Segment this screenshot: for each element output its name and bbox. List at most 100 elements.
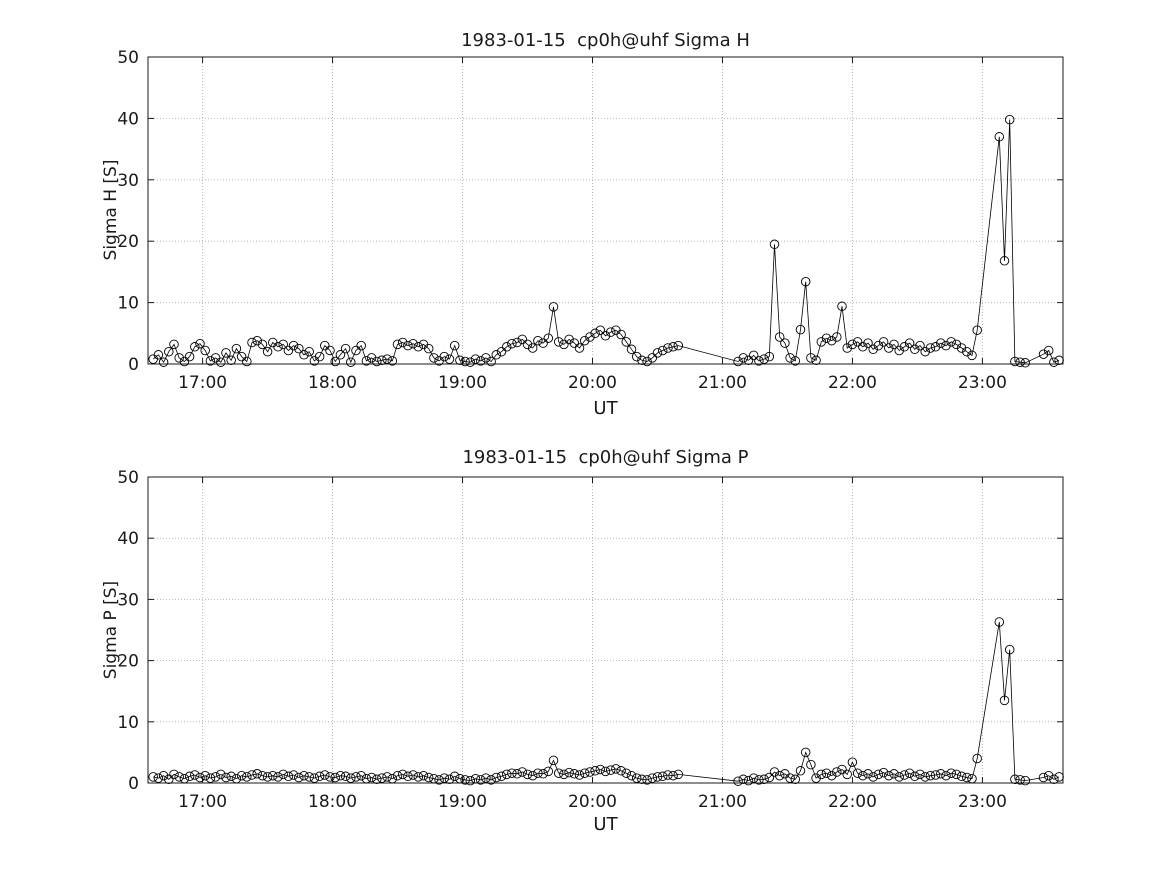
data-point <box>257 339 268 350</box>
data-point <box>668 770 678 781</box>
data-point <box>774 332 785 342</box>
data-point <box>951 769 962 780</box>
data-point <box>574 770 585 780</box>
data-point <box>668 342 678 352</box>
data-point <box>491 350 502 360</box>
x-tick-label: 18:00 <box>308 792 357 812</box>
data-point <box>956 343 967 353</box>
data-point <box>894 345 904 356</box>
data-point <box>517 334 528 345</box>
data-point <box>642 775 652 785</box>
data-point <box>439 351 450 362</box>
data-point <box>733 356 743 367</box>
data-point <box>733 776 743 786</box>
data-point <box>403 340 413 351</box>
data-point <box>221 348 231 358</box>
data-point <box>283 771 294 782</box>
data-point <box>262 346 273 357</box>
data-point <box>1049 774 1059 785</box>
data-point <box>517 767 528 777</box>
data-point <box>863 338 873 348</box>
data-point <box>585 332 595 342</box>
y-tick-label: 30 <box>117 171 139 191</box>
data-point <box>335 350 346 360</box>
data-point <box>611 764 621 774</box>
x-tick-label: 18:00 <box>308 373 357 393</box>
data-point <box>972 753 982 764</box>
data-point <box>491 772 502 783</box>
data-point <box>569 769 580 779</box>
data-point <box>195 338 205 349</box>
data-point <box>481 353 491 363</box>
data-point <box>423 343 434 354</box>
data-point <box>372 356 382 367</box>
data-point <box>621 768 632 778</box>
data-point <box>785 773 795 783</box>
data-point <box>1049 357 1059 367</box>
data-point <box>962 772 972 783</box>
data-point <box>153 773 164 783</box>
data-point <box>764 772 775 783</box>
data-point <box>899 770 910 780</box>
data-point <box>512 337 522 348</box>
data-point <box>795 766 806 776</box>
data-point <box>174 772 184 782</box>
data-point <box>200 770 210 781</box>
data-point <box>1004 644 1015 655</box>
data-point <box>548 755 559 766</box>
data-point <box>743 355 754 366</box>
data-point <box>543 333 554 343</box>
data-point <box>429 773 439 784</box>
data-point <box>257 770 268 781</box>
data-point <box>657 345 668 356</box>
data-point <box>262 772 273 782</box>
data-point <box>356 340 366 351</box>
data-point <box>936 338 946 348</box>
data-point <box>470 773 481 784</box>
data-point <box>449 771 460 782</box>
data-point <box>915 769 925 780</box>
data-point <box>920 346 930 357</box>
data-point <box>759 354 769 364</box>
grid <box>148 477 1063 783</box>
data-point <box>626 770 637 781</box>
data-point <box>868 772 878 782</box>
data-point <box>507 768 517 778</box>
data-point <box>936 769 946 779</box>
data-point <box>449 340 460 351</box>
data-point <box>184 351 195 362</box>
data-point <box>600 766 611 777</box>
data-point <box>242 772 252 782</box>
data-point <box>585 767 595 777</box>
y-tick-label: 40 <box>117 529 139 549</box>
data-point <box>946 337 956 347</box>
data-point <box>748 773 759 783</box>
data-point <box>1010 774 1020 785</box>
data-point <box>904 338 915 348</box>
data-point <box>994 617 1005 627</box>
data-point <box>501 769 512 780</box>
data-point <box>387 356 398 366</box>
data-point <box>299 770 309 781</box>
data-point <box>811 773 821 783</box>
data-point <box>842 343 852 353</box>
data-point <box>158 357 169 367</box>
sigma-h-title: 1983-01-15 cp0h@uhf Sigma H <box>461 30 750 51</box>
data-point <box>795 324 806 335</box>
data-point <box>852 768 863 778</box>
x-tick-label: 20:00 <box>568 792 617 812</box>
data-point <box>806 353 816 363</box>
data-point <box>148 772 158 782</box>
data-point <box>216 769 226 780</box>
data-point <box>663 770 673 780</box>
data-point <box>548 302 559 312</box>
data-point <box>564 767 574 778</box>
data-point <box>527 770 538 781</box>
data-point <box>806 759 816 770</box>
data-point <box>673 769 684 780</box>
y-tick-label: 40 <box>117 109 139 129</box>
data-point <box>559 769 569 780</box>
data-point <box>434 775 444 785</box>
data-point <box>221 772 231 783</box>
